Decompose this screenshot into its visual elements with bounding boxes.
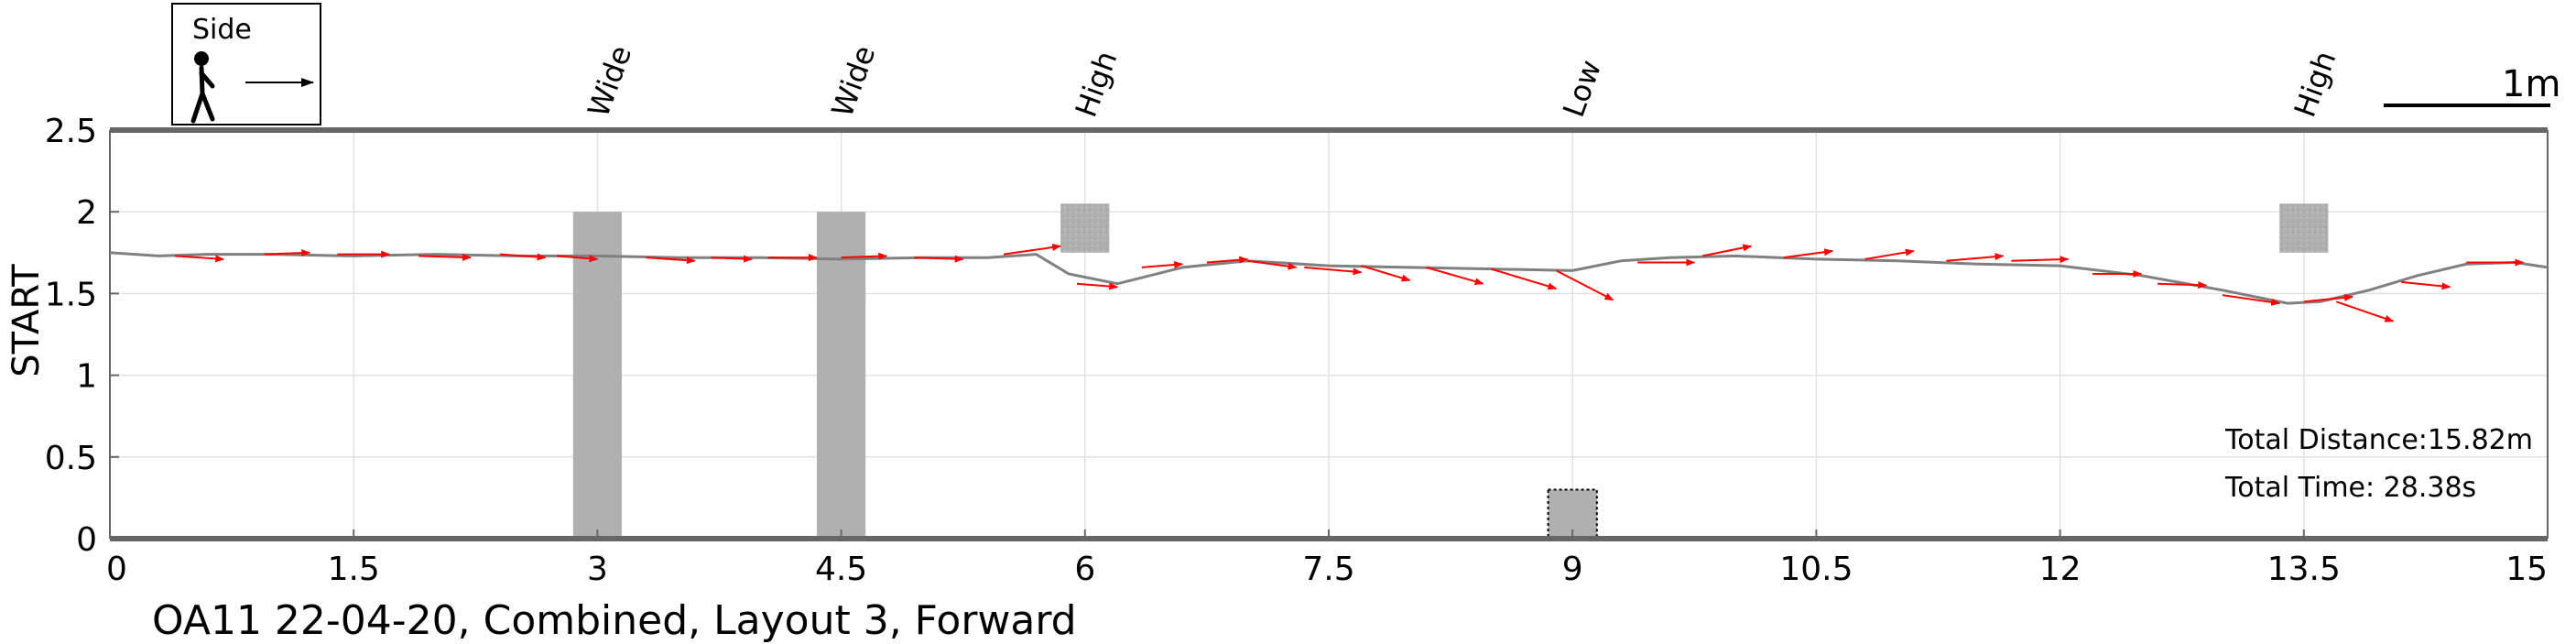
x-tick-label-10: 15	[2505, 551, 2548, 588]
heading-arrow-18	[1426, 266, 1484, 286]
obstacle-wide-1	[816, 212, 866, 539]
y-tick-label-3: 1.5	[45, 276, 97, 313]
obstacle-wide-0	[572, 212, 623, 539]
heading-arrow-13	[1141, 261, 1184, 268]
heading-arrow-14	[1206, 256, 1249, 264]
x-tick-label-6: 9	[1562, 551, 1583, 588]
scale-bar-label: 1m	[2502, 63, 2560, 105]
obstacle-labels: Wide Wide High Low High	[581, 41, 2342, 122]
heading-arrow-30	[2303, 293, 2354, 303]
heading-arrow-7	[711, 255, 753, 263]
grid-lines	[109, 129, 2549, 540]
obstacle-label-3: Low	[1556, 56, 1608, 122]
heading-arrows	[174, 243, 2525, 322]
heading-arrow-11	[1003, 243, 1062, 256]
obstacle-high-2	[1060, 203, 1110, 253]
heading-arrow-9	[841, 252, 888, 260]
x-tick-label-8: 12	[2039, 551, 2081, 588]
heading-arrow-22	[1701, 244, 1753, 257]
heading-arrow-25	[1946, 253, 2005, 262]
heading-arrow-23	[1783, 248, 1834, 259]
x-tick-label-0: 0	[106, 551, 127, 588]
direction-legend: Side	[171, 3, 321, 126]
heading-arrow-26	[2011, 256, 2070, 264]
heading-arrow-28	[2158, 281, 2208, 289]
heading-arrow-6	[646, 257, 696, 265]
heading-arrow-17	[1361, 265, 1411, 282]
y-tick-label-2: 1	[76, 358, 97, 396]
x-tick-label-2: 3	[587, 551, 608, 588]
heading-arrow-19	[1491, 267, 1558, 290]
legend-label: Side	[192, 14, 252, 46]
heading-arrow-20	[1555, 269, 1614, 301]
heading-arrow-24	[1864, 248, 1915, 260]
y-tick-label-5: 2.5	[45, 113, 97, 150]
heading-arrow-5	[556, 255, 599, 263]
obstacles	[572, 203, 2329, 540]
heading-arrow-10	[914, 255, 964, 263]
x-tick-label-9: 13.5	[2267, 551, 2341, 588]
heading-arrow-29	[2222, 294, 2281, 306]
x-tick-label-1: 1.5	[328, 551, 380, 588]
y-axis-ticks: 0 0.5 1 1.5 2 2.5	[45, 113, 119, 559]
obstacle-label-1: Wide	[824, 41, 882, 122]
total-distance: Total Distance:15.82m	[2224, 424, 2533, 456]
heading-arrow-1	[264, 249, 311, 257]
x-tick-label-5: 7.5	[1302, 551, 1354, 588]
heading-arrow-12	[1076, 282, 1119, 290]
y-tick-label-1: 0.5	[45, 440, 97, 477]
heading-arrow-4	[499, 253, 547, 261]
y-tick-label-4: 2	[76, 194, 97, 232]
x-tick-label-7: 10.5	[1779, 551, 1853, 588]
obstacle-label-2: High	[1069, 47, 1125, 122]
total-time: Total Time: 28.38s	[2224, 472, 2476, 504]
obstacle-label-4: High	[2288, 47, 2343, 122]
heading-arrow-15	[1247, 259, 1298, 270]
x-tick-label-4: 6	[1074, 551, 1095, 588]
obstacle-high-4	[2279, 203, 2329, 253]
obstacle-label-0: Wide	[581, 41, 638, 122]
y-axis-label: START	[5, 264, 48, 377]
heading-arrow-31	[2335, 300, 2395, 322]
x-axis-ticks: 0 1.5 3 4.5 6 7.5 9 10.5 12 13.5 15	[106, 529, 2549, 588]
heading-arrow-32	[2401, 280, 2451, 290]
y-tick-label-0: 0	[76, 521, 97, 559]
x-tick-label-3: 4.5	[815, 551, 867, 588]
heading-arrow-16	[1304, 266, 1363, 276]
heading-arrow-3	[418, 253, 472, 261]
walking-person-icon	[190, 51, 215, 124]
figure-caption: OA11 22-04-20, Combined, Layout 3, Forwa…	[152, 597, 1077, 644]
heading-arrow-0	[174, 255, 225, 263]
scale-bar: 1m	[2384, 63, 2560, 107]
